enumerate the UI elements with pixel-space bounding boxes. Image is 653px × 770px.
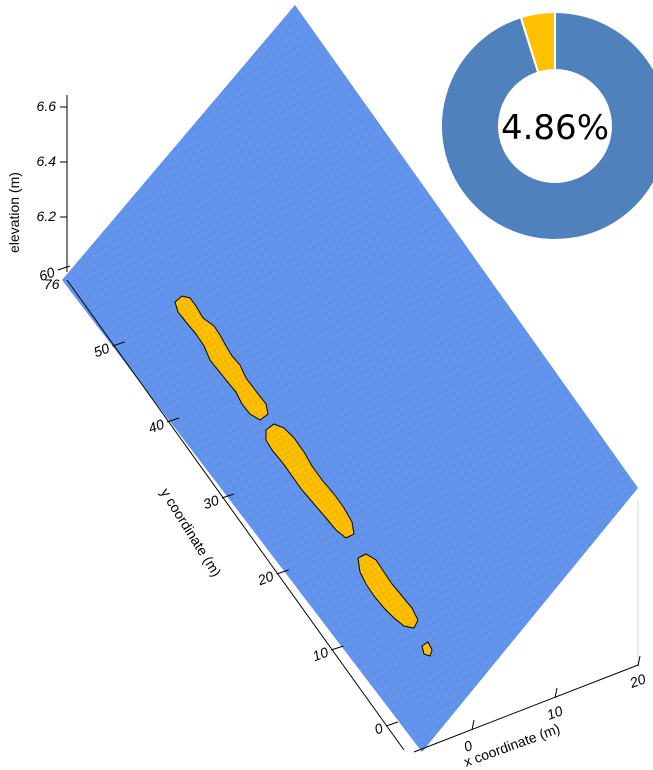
x-tick-label-2: 20 [627, 670, 648, 691]
y-tick-label-6: 60 [37, 264, 57, 284]
highlight-region-2-mesh [266, 424, 354, 538]
x-tick-0 [471, 719, 475, 731]
surface-plot [62, 5, 638, 752]
highlight-region-1-mesh [175, 296, 268, 420]
donut-inset: 4.86% [440, 10, 653, 241]
y-axis-line [66, 279, 405, 751]
z-axis-ticks: 6.2 6.4 6.6 [37, 98, 67, 224]
y-tick-label-0: 0 [372, 720, 385, 738]
y-axis-ticks: 0 10 20 30 40 50 60 [37, 264, 399, 738]
z-overlap-tick-label: 76 [44, 276, 60, 292]
z-tick-label-0: 6.2 [37, 208, 57, 224]
y-tick-2 [276, 569, 289, 575]
y-tick-label-5: 50 [91, 340, 111, 360]
z-tick-label-1: 6.4 [37, 153, 57, 169]
surface-mesh [62, 5, 638, 752]
highlight-region-4 [421, 641, 433, 657]
axes [66, 95, 639, 753]
donut-center-label: 4.86% [501, 108, 609, 148]
x-tick-1 [554, 687, 558, 699]
x-tick-2 [637, 655, 641, 667]
z-axis-title: elevation (m) [6, 172, 22, 253]
y-tick-3 [221, 493, 235, 499]
y-tick-5 [112, 341, 125, 347]
y-tick-0 [385, 721, 399, 727]
y-tick-4 [167, 417, 180, 423]
x-axis-line [413, 664, 639, 753]
y-tick-6 [57, 265, 70, 271]
x-tick-label-1: 10 [545, 702, 565, 722]
y-tick-label-2: 20 [255, 568, 276, 589]
y-tick-label-4: 40 [146, 416, 166, 436]
y-tick-1 [331, 645, 344, 651]
z-tick-label-2: 6.6 [37, 98, 57, 114]
highlighted-regions [174, 295, 433, 657]
donut-hole [498, 69, 612, 183]
y-tick-label-1: 10 [310, 644, 330, 664]
highlight-region-3-mesh [358, 554, 418, 628]
y-tick-label-3: 30 [201, 492, 221, 512]
